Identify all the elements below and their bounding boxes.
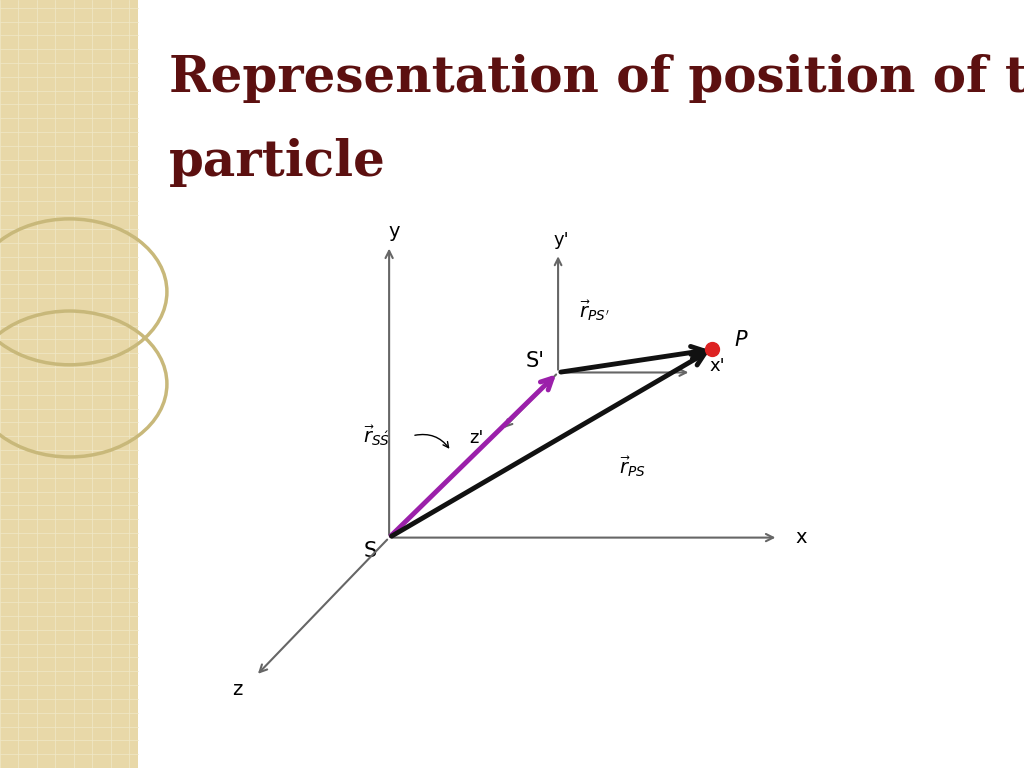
Text: x': x' [709, 357, 725, 376]
Text: S': S' [526, 351, 545, 371]
Text: $\vec{r}_{PS}$: $\vec{r}_{PS}$ [618, 455, 646, 478]
Text: $\vec{r}_{PS'}$: $\vec{r}_{PS'}$ [579, 299, 609, 323]
Text: z': z' [469, 429, 483, 447]
Bar [0, 0, 138, 768]
Text: y': y' [553, 230, 569, 249]
Text: P: P [734, 330, 746, 350]
Text: z: z [232, 680, 243, 699]
Text: x: x [795, 528, 807, 547]
Text: S: S [365, 541, 377, 561]
Text: Representation of position of the: Representation of position of the [169, 54, 1024, 103]
Text: particle: particle [169, 138, 386, 187]
Text: $\vec{r}_{S\'S}$: $\vec{r}_{S\'S}$ [362, 424, 390, 448]
Text: y: y [388, 223, 400, 241]
